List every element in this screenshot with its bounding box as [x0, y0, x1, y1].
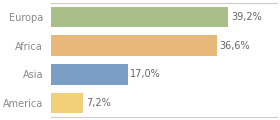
- Text: 36,6%: 36,6%: [219, 41, 250, 51]
- Bar: [51, 93, 83, 113]
- Bar: [51, 64, 128, 85]
- Bar: [51, 7, 228, 27]
- Text: 7,2%: 7,2%: [86, 98, 111, 108]
- Text: 39,2%: 39,2%: [231, 12, 262, 22]
- Text: 17,0%: 17,0%: [130, 69, 161, 79]
- Bar: [51, 35, 216, 56]
